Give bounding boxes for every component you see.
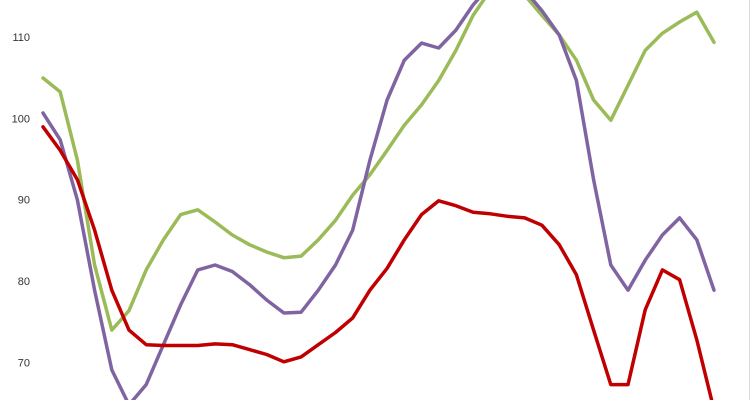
y-tick-label: 100 (12, 113, 30, 125)
plot-area (41, 0, 716, 400)
y-tick-label: 110 (12, 32, 30, 44)
series-line (41, 125, 714, 400)
series-line (41, 0, 716, 400)
series-line (41, 0, 716, 332)
y-tick-label: 90 (18, 195, 30, 207)
y-tick-label: 80 (18, 276, 30, 288)
y-tick-label: 70 (18, 357, 30, 369)
